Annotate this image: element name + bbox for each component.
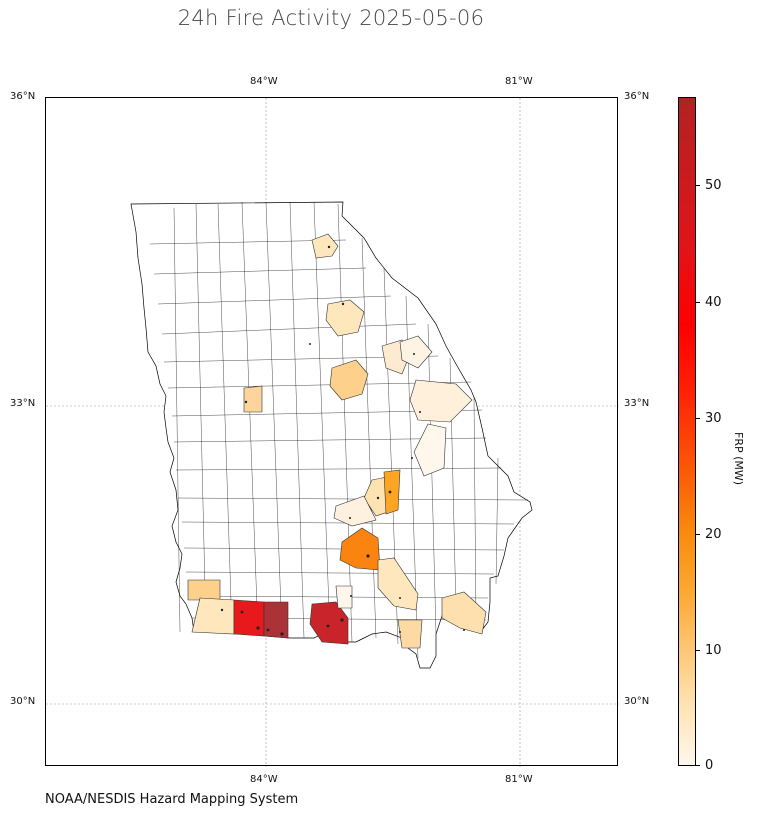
lat-tick-right-36n: 36°N	[624, 91, 650, 102]
county-south-e	[309, 601, 349, 645]
county-west-central	[243, 385, 263, 413]
colorbar-title: FRP (MW)	[732, 432, 745, 486]
graticule	[46, 98, 619, 767]
map-panel[interactable]	[45, 97, 619, 767]
county-south-f	[335, 585, 353, 609]
colorbar-tick-0	[696, 765, 700, 766]
county-southwest-c	[233, 599, 265, 637]
lat-tick-left-33n: 33°N	[10, 398, 36, 409]
county-southwest-d	[263, 601, 289, 639]
county-south-g	[397, 619, 423, 649]
county-middle-c	[333, 495, 377, 527]
colorbar-label-50: 50	[705, 178, 722, 193]
lon-tick-top-84w: 84°W	[250, 76, 278, 87]
georgia-state-outline	[130, 201, 533, 669]
lat-tick-right-33n: 33°N	[624, 398, 650, 409]
georgia-county-map	[46, 98, 619, 767]
fire-counties	[187, 233, 487, 649]
county-east-large	[409, 379, 473, 423]
county-northeast	[311, 233, 339, 259]
county-middle-b	[383, 469, 401, 515]
colorbar-label-10: 10	[705, 643, 722, 658]
colorbar-tick-20	[696, 534, 700, 535]
colorbar-tick-50	[696, 185, 700, 186]
lon-tick-bottom-81w: 81°W	[505, 774, 533, 785]
colorbar-label-40: 40	[705, 295, 722, 310]
lon-tick-top-81w: 81°W	[505, 76, 533, 87]
county-central	[329, 359, 369, 401]
map-title: 24h Fire Activity 2025-05-06	[177, 6, 485, 30]
frp-colorbar	[678, 97, 696, 766]
lon-tick-bottom-84w: 84°W	[250, 774, 278, 785]
lat-tick-left-36n: 36°N	[10, 91, 36, 102]
lat-tick-right-30n: 30°N	[624, 696, 650, 707]
county-east-b	[399, 335, 433, 369]
colorbar-tick-10	[696, 650, 700, 651]
colorbar-label-0: 0	[705, 758, 714, 773]
county-southeast	[377, 557, 419, 611]
colorbar-label-30: 30	[705, 411, 722, 426]
colorbar-tick-40	[696, 302, 700, 303]
data-source-credit: NOAA/NESDIS Hazard Mapping System	[45, 792, 299, 807]
county-far-southeast	[441, 591, 487, 635]
county-east-central	[413, 423, 447, 477]
fire-hotspots	[220, 245, 465, 636]
colorbar-label-20: 20	[705, 527, 722, 542]
colorbar-tick-30	[696, 418, 700, 419]
lat-tick-left-30n: 30°N	[10, 696, 36, 707]
county-ne-piedmont	[325, 299, 365, 337]
county-southwest-a	[187, 579, 221, 601]
